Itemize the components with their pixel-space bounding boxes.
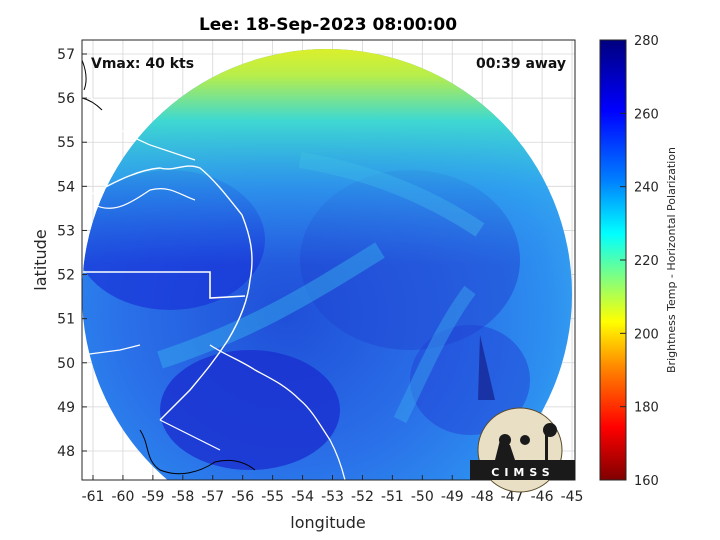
x-tick-label: -58: [171, 489, 194, 505]
plot-frame: [81, 39, 576, 481]
x-tick-label: -57: [201, 489, 224, 505]
y-tick-label: 49: [57, 400, 75, 416]
colorbar-label: Brightness Temp - Horizontal Polarizatio…: [665, 147, 678, 373]
colorbar-tick-label: 220: [634, 254, 659, 269]
x-tick-label: -53: [321, 489, 344, 505]
x-tick-label: -50: [411, 489, 434, 505]
colorbar-tick-label: 200: [634, 327, 659, 342]
y-tick-label: 54: [57, 179, 75, 195]
y-tick-label: 56: [57, 91, 75, 107]
y-axis-label: latitude: [31, 229, 50, 290]
colorbar-tick-label: 280: [634, 34, 659, 49]
cimss-logo-text: CIMSS: [491, 466, 554, 479]
x-tick-label: -45: [561, 489, 584, 505]
y-tick-label: 55: [57, 135, 75, 151]
x-axis-label: longitude: [290, 513, 365, 532]
x-tick-label: -52: [351, 489, 374, 505]
x-axis-ticks: -61 -60 -59 -58 -57 -56 -55 -54 -53 -52 -51 -50 -49-…: [82, 475, 584, 505]
y-axis-ticks: 48 49 50 51 52 53 54 55 56 57: [57, 47, 87, 460]
satellite-swath: [82, 49, 572, 480]
colorbar-ticks: 160 180 200 220 240 260 280: [620, 34, 659, 489]
y-tick-label: 53: [57, 223, 75, 239]
y-tick-label: 52: [57, 268, 75, 284]
x-tick-label: -51: [381, 489, 404, 505]
vmax-label: Vmax: 40 kts: [91, 56, 194, 72]
y-tick-label: 48: [57, 444, 75, 460]
colorbar-tick-label: 260: [634, 107, 659, 122]
x-tick-label: -49: [441, 489, 464, 505]
x-tick-label: -56: [231, 489, 254, 505]
x-tick-label: -61: [82, 489, 105, 505]
x-tick-label: -47: [501, 489, 524, 505]
x-tick-label: -48: [471, 489, 494, 505]
y-tick-label: 51: [57, 312, 75, 328]
colorbar-tick-label: 240: [634, 181, 659, 196]
colorbar-tick-label: 180: [634, 401, 659, 416]
cimss-logo: CIMSS: [470, 407, 575, 493]
time-away-label: 00:39 away: [476, 56, 566, 72]
chart-title: Lee: 18-Sep-2023 08:00:00: [199, 15, 457, 35]
colorbar-tick-label: 160: [634, 474, 659, 489]
coastline: [82, 59, 346, 480]
y-tick-label: 57: [57, 47, 75, 63]
x-tick-label: -60: [112, 489, 135, 505]
y-tick-label: 50: [57, 356, 75, 372]
x-tick-label: -46: [531, 489, 554, 505]
x-tick-label: -55: [261, 489, 284, 505]
x-tick-label: -59: [141, 489, 164, 505]
x-tick-label: -54: [291, 489, 314, 505]
